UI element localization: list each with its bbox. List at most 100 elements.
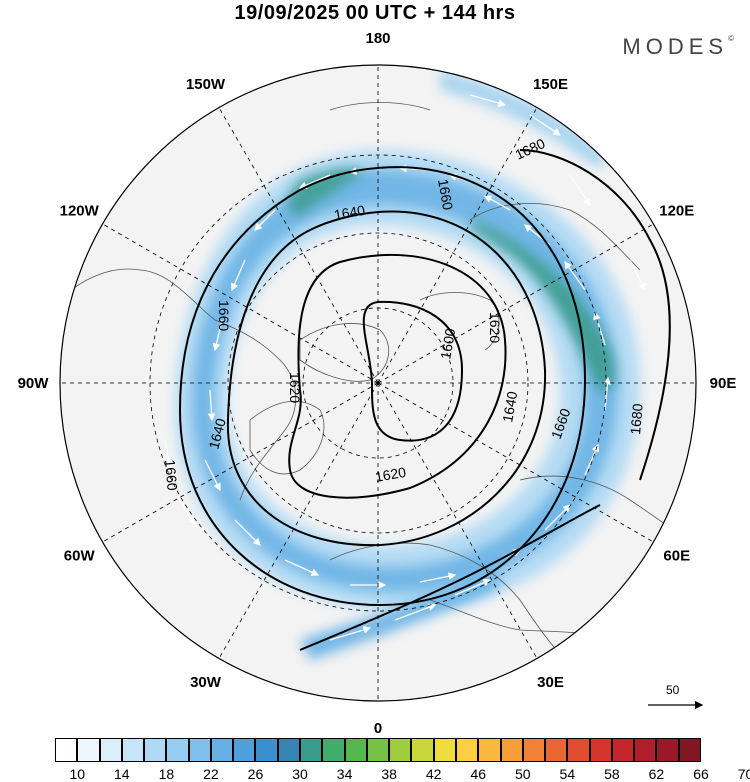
colorbar-swatch [656,738,679,762]
wind-vector [231,259,246,292]
wind-vector [584,443,599,476]
coast-greenland [299,323,389,382]
longitude-label-lon-30w: 30W [190,674,222,691]
colorbar-label: 38 [381,766,397,782]
colorbar-swatch [166,738,189,762]
colorbar-swatch [634,738,657,762]
coastlines [60,102,696,681]
map-title: 19/09/2025 00 UTC + 144 hrs [234,2,516,24]
colorbar-swatch [255,738,278,762]
jet-max-pacific [288,168,365,216]
colorbar-label: 50 [514,766,531,782]
contour-1600 [362,300,464,442]
wind-vector [454,578,492,596]
meridian-lon-120e [377,223,654,384]
wind-vector [564,260,586,291]
longitude-label-lon-180: 180 [365,30,390,47]
colorbar-label: 30 [292,766,308,782]
colorbar-swatch [678,738,701,762]
meridian-lon-150w [218,107,379,384]
colorbar-swatch [344,738,367,762]
wind-vector [603,376,612,411]
contour-labels: 1600 1620 1620 1620 1640 1640 1640 1660 … [162,135,646,492]
colorbar-label: 46 [470,766,487,782]
colorbar-label: 14 [114,766,130,782]
longitude-label-lon-150e: 150E [533,76,568,93]
contour-label: 1660 [162,459,181,492]
wind-vector [544,504,571,531]
colorbar-swatch [55,738,78,762]
colorbar-swatch [121,738,145,762]
contour-label: 1600 [437,327,458,361]
map-boundary [59,64,697,702]
wind-vector [234,519,261,546]
colorbar-swatch [99,738,122,762]
longitude-label-lon-150w: 150W [186,76,226,93]
colorbar-label: 10 [69,766,86,782]
meridian-lon-60w [102,382,379,543]
colorbar-swatch [611,738,635,762]
colorbar-swatch [411,738,434,762]
colorbar-label: 66 [693,766,709,782]
logo-text: MODES [622,34,729,59]
meridian-lon-120w [102,223,379,384]
colorbar-swatch [277,738,301,762]
wind-vector [164,439,173,472]
wind-vector [483,195,511,211]
colorbar-swatch [500,738,523,762]
map-disk-content [60,65,696,701]
wind-vectors [164,94,646,641]
contour-label: 1660 [216,300,232,331]
colorbar-swatch [77,738,100,762]
wind-vector [254,209,276,231]
colorbar-label: 42 [425,766,442,782]
height-contours [178,149,671,651]
meridian-lon-30w [218,382,379,659]
colorbar-label: 70 [737,766,750,782]
contour-label: 1640 [205,416,229,450]
colorbar-label: 22 [203,766,219,782]
contour-1660 [178,166,587,607]
meridians [60,65,696,701]
wind-vector [284,559,320,576]
longitude-label-lon-0: 0 [374,720,382,737]
colorbar-swatch [545,738,568,762]
colorbar-swatch [389,738,412,762]
longitude-label-lon-60w: 60W [64,548,96,565]
lat-circle-70 [227,232,529,534]
wind-vector [329,626,372,641]
contour-1680 [519,149,671,481]
wind-vector [298,174,331,189]
longitude-label-lon-120e: 120E [659,203,694,220]
colorbar-label: 34 [336,766,353,782]
contour-label: 1660 [435,178,456,212]
wind-vector [629,259,646,292]
reference-vector-label: 50 [666,683,680,697]
colorbar-swatch [210,738,234,762]
colorbar-swatch [589,738,612,762]
wind-vector [394,603,437,621]
jet-north-pacific [440,70,607,167]
colorbar-swatch [433,738,456,762]
meridian-lon-30e [377,382,538,659]
wind-vector [419,572,457,583]
wind-vector [204,459,221,492]
colorbar-swatch [522,738,546,762]
colorbar-swatch [300,738,323,762]
coast-siberia [419,292,500,351]
colorbar-swatch [567,738,590,762]
colorbar-label: 54 [559,766,576,782]
wind-vector [207,389,216,422]
colorbar-swatch [144,738,167,762]
jet-max-east-asia [470,220,615,393]
modes-logo: MODES© [622,34,734,60]
colorbar-swatch [478,738,501,762]
contour-1660-europe [299,504,601,651]
contour-label: 1620 [487,312,503,343]
wind-vector [569,174,591,207]
contour-1620 [288,254,507,499]
longitude-label-lon-90w: 90W [18,375,50,392]
contour-label: 1620 [287,372,303,403]
coast-aleutians [329,102,431,111]
longitude-label-lon-60e: 60E [663,548,690,565]
